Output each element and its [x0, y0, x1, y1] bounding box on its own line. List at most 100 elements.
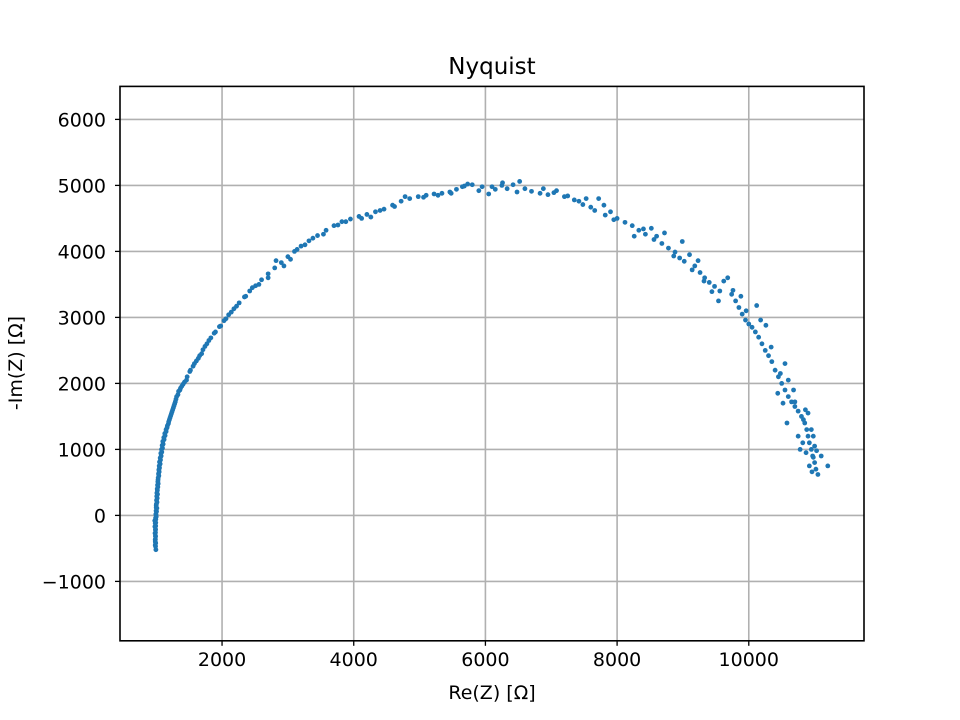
- data-point: [791, 387, 796, 393]
- data-point: [588, 204, 594, 210]
- data-point: [671, 253, 677, 259]
- data-point: [359, 216, 365, 221]
- x-tick-label: 10000: [719, 649, 779, 671]
- data-point: [766, 353, 771, 359]
- data-point: [825, 463, 831, 469]
- data-point: [583, 196, 589, 202]
- data-point: [565, 193, 571, 199]
- data-point: [407, 196, 413, 202]
- data-point: [749, 324, 755, 330]
- data-point: [174, 394, 180, 399]
- data-point: [689, 267, 695, 273]
- data-point: [479, 184, 485, 190]
- data-point: [808, 427, 814, 432]
- data-point: [716, 298, 721, 304]
- data-point: [815, 472, 821, 477]
- data-point: [784, 420, 790, 426]
- data-point: [758, 317, 764, 323]
- data-point: [259, 277, 264, 283]
- data-point: [211, 330, 217, 336]
- data-point: [377, 208, 383, 213]
- data-point: [439, 190, 445, 196]
- data-point: [739, 311, 745, 317]
- data-point: [218, 323, 224, 329]
- data-point: [805, 433, 811, 439]
- data-point: [792, 404, 798, 409]
- data-point: [709, 289, 715, 295]
- data-point: [763, 322, 769, 328]
- data-point: [415, 194, 421, 200]
- x-tick-label: 4000: [330, 649, 378, 671]
- data-point: [743, 317, 748, 323]
- data-point: [779, 381, 785, 386]
- data-point: [795, 433, 801, 439]
- data-point: [331, 223, 337, 229]
- data-point: [166, 419, 172, 425]
- data-point: [228, 309, 234, 315]
- data-point: [180, 381, 186, 387]
- data-point: [154, 497, 159, 503]
- data-point: [813, 466, 819, 472]
- data-point: [797, 447, 803, 452]
- data-point: [795, 408, 801, 414]
- data-point: [265, 275, 271, 281]
- data-point: [636, 227, 642, 233]
- data-point: [323, 227, 329, 233]
- grid-lines: [120, 86, 864, 641]
- y-tick-label: −1000: [42, 571, 106, 593]
- data-point: [202, 344, 208, 349]
- y-tick-label: 1000: [58, 439, 106, 461]
- data-point: [641, 226, 646, 232]
- data-point: [529, 188, 534, 194]
- data-point: [398, 198, 404, 204]
- data-point: [754, 303, 760, 308]
- data-point: [157, 459, 162, 465]
- data-point: [701, 278, 707, 284]
- data-point: [273, 258, 279, 264]
- data-point: [155, 482, 160, 488]
- data-point: [806, 463, 812, 469]
- data-point: [171, 403, 177, 409]
- data-point: [306, 238, 312, 244]
- y-tick-label: 3000: [58, 307, 106, 329]
- data-point: [170, 407, 176, 413]
- data-point: [759, 341, 765, 347]
- data-point: [168, 411, 174, 417]
- data-point: [692, 263, 698, 269]
- data-point: [154, 486, 160, 492]
- data-point: [381, 206, 387, 212]
- data-point: [486, 191, 492, 197]
- data-point: [492, 186, 498, 192]
- data-point: [172, 399, 178, 405]
- data-point: [717, 288, 723, 294]
- data-point: [431, 191, 437, 197]
- data-point: [348, 216, 353, 222]
- data-point: [302, 242, 308, 248]
- y-tick-label: 0: [94, 505, 106, 527]
- data-point: [272, 265, 278, 271]
- data-point: [687, 252, 692, 258]
- data-point: [629, 223, 635, 229]
- data-point: [162, 431, 168, 436]
- data-point: [768, 344, 774, 350]
- data-point: [152, 542, 158, 548]
- data-point: [772, 367, 778, 373]
- data-point: [746, 321, 752, 327]
- data-point: [155, 475, 161, 481]
- data-point: [808, 447, 814, 452]
- data-point: [775, 390, 781, 396]
- data-point: [163, 427, 169, 432]
- y-tick-label: 4000: [58, 241, 106, 263]
- data-point: [743, 308, 749, 314]
- data-point: [461, 183, 467, 189]
- data-point: [176, 388, 181, 394]
- data-point: [402, 194, 408, 200]
- data-point: [800, 440, 806, 446]
- data-point: [489, 184, 495, 190]
- data-point: [500, 180, 505, 186]
- data-point: [153, 508, 159, 514]
- data-point: [243, 293, 249, 299]
- data-point: [160, 439, 166, 444]
- data-point: [392, 204, 397, 209]
- data-point: [192, 361, 197, 366]
